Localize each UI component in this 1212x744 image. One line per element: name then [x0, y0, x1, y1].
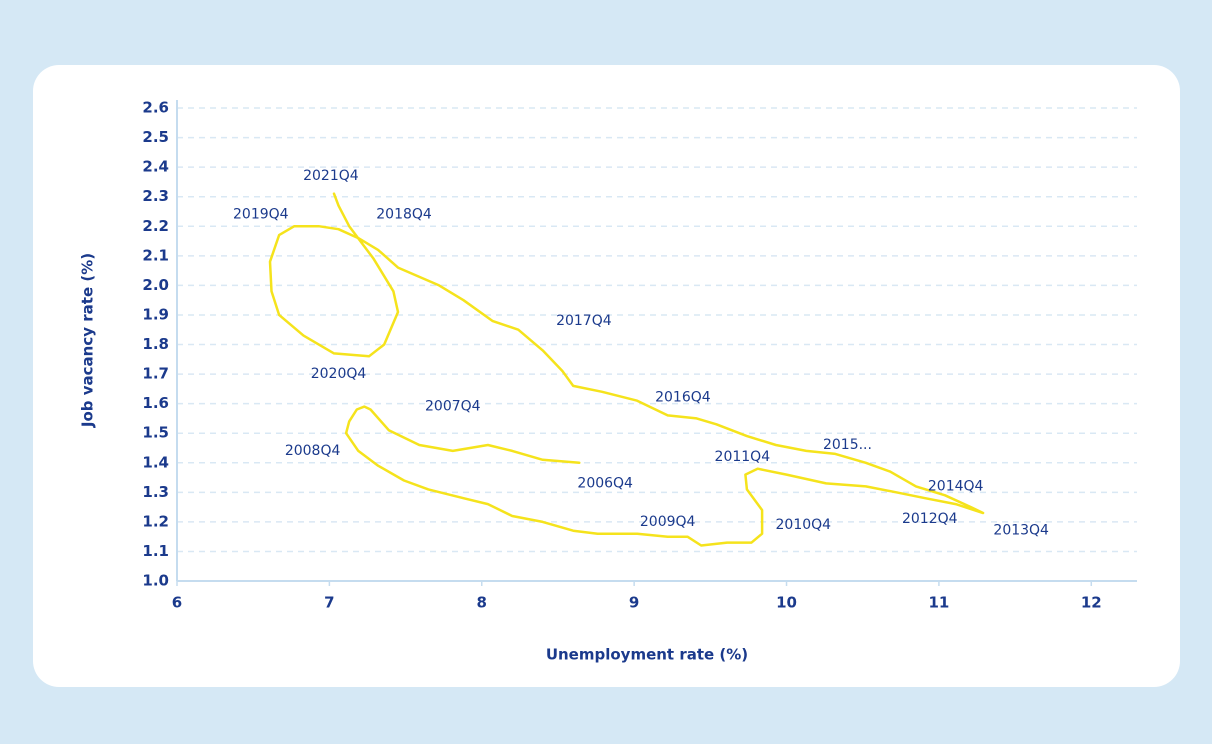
y-tick-label: 1.2 [142, 512, 169, 530]
y-tick-label: 2.5 [142, 128, 169, 146]
x-tick-label: 12 [1081, 594, 1102, 612]
y-tick-label: 2.1 [142, 246, 169, 264]
annotation: 2019Q4 [233, 206, 289, 222]
y-tick-label: 1.9 [142, 305, 169, 323]
annotation: 2012Q4 [902, 511, 958, 527]
y-tick-label: 2.6 [142, 99, 169, 117]
annotation: 2021Q4 [303, 168, 359, 184]
annotation: 2011Q4 [715, 449, 771, 465]
annotation: 2018Q4 [376, 206, 432, 222]
y-tick-label: 1.1 [142, 542, 169, 560]
x-tick-label: 8 [477, 594, 487, 612]
annotation: 2014Q4 [928, 478, 984, 494]
y-tick-label: 2.4 [142, 158, 169, 176]
annotation: 2013Q4 [993, 523, 1049, 539]
y-tick-label: 2.2 [142, 217, 169, 235]
y-axis-label: Job vacancy rate (%) [79, 253, 97, 428]
annotation: 2016Q4 [655, 390, 711, 406]
annotation: 2010Q4 [776, 517, 832, 533]
data-line [268, 192, 985, 547]
y-tick-label: 2.0 [142, 276, 169, 294]
y-tick-label: 1.6 [142, 394, 169, 412]
y-tick-label: 1.4 [142, 453, 169, 471]
card [33, 65, 1180, 687]
x-tick-label: 7 [324, 594, 334, 612]
x-tick-label: 9 [629, 594, 639, 612]
x-tick-label: 10 [776, 594, 797, 612]
annotation: 2007Q4 [425, 399, 481, 415]
x-tick-label: 11 [928, 594, 949, 612]
annotation: 2006Q4 [577, 475, 633, 491]
x-axis-label: Unemployment rate (%) [546, 646, 748, 664]
y-tick-label: 1.0 [142, 572, 169, 590]
annotation: 2017Q4 [556, 313, 612, 329]
annotation: 2015... [823, 437, 872, 453]
annotation: 2020Q4 [311, 366, 367, 382]
annotation: 2008Q4 [285, 443, 341, 459]
y-tick-label: 1.7 [142, 365, 169, 383]
y-tick-label: 1.3 [142, 483, 169, 501]
annotation: 2009Q4 [640, 514, 696, 530]
x-tick-label: 6 [172, 594, 182, 612]
y-tick-label: 1.5 [142, 424, 169, 442]
y-tick-label: 2.3 [142, 187, 169, 205]
y-tick-label: 1.8 [142, 335, 169, 353]
